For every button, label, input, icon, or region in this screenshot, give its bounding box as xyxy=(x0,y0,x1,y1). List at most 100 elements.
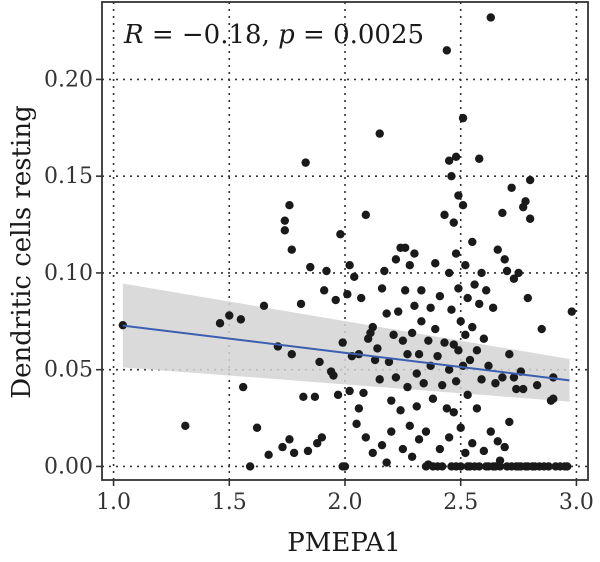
data-point-55 xyxy=(373,344,382,353)
data-point-76 xyxy=(403,382,412,392)
data-point-12 xyxy=(280,226,290,235)
data-point-93 xyxy=(424,336,433,345)
data-point-13 xyxy=(280,216,290,225)
data-point-35 xyxy=(338,338,347,347)
data-point-118 xyxy=(449,218,458,227)
data-point-135 xyxy=(461,260,470,270)
data-point-83 xyxy=(410,301,419,311)
data-point-72 xyxy=(398,336,408,345)
regression-line xyxy=(122,324,570,382)
data-point-113 xyxy=(444,365,454,374)
data-point-202 xyxy=(544,462,553,471)
correlation-annotation: R = −0.18, p = 0.0025 xyxy=(123,20,424,50)
data-point-7 xyxy=(252,423,262,432)
data-point-95 xyxy=(426,303,435,312)
x-tick-label-3: 2.5 xyxy=(443,490,478,515)
data-point-145 xyxy=(470,280,479,289)
data-point-209 xyxy=(562,462,572,471)
data-point-31 xyxy=(329,371,338,380)
data-point-180 xyxy=(509,373,519,382)
p-symbol: p xyxy=(278,20,295,50)
data-point-56 xyxy=(375,129,384,138)
data-point-173 xyxy=(500,255,509,264)
data-point-194 xyxy=(525,175,535,185)
data-point-14 xyxy=(285,200,294,210)
data-point-58 xyxy=(377,284,387,293)
data-point-123 xyxy=(451,377,461,386)
x-tick-label-4: 3.0 xyxy=(559,490,594,515)
p-value: = 0.0025 xyxy=(295,20,424,50)
data-point-59 xyxy=(377,440,387,450)
data-point-29 xyxy=(322,266,331,276)
data-point-15 xyxy=(285,435,294,444)
data-point-3 xyxy=(225,311,234,320)
data-point-71 xyxy=(396,406,405,415)
data-point-115 xyxy=(447,171,456,181)
y-tick-label-2: 0.10 xyxy=(44,261,93,286)
data-point-120 xyxy=(449,408,458,417)
data-point-170 xyxy=(498,373,507,382)
data-point-143 xyxy=(468,322,477,332)
data-point-126 xyxy=(454,284,463,293)
x-tick-label-2: 2.0 xyxy=(328,490,363,515)
data-point-132 xyxy=(458,200,468,210)
data-point-53 xyxy=(368,448,377,458)
data-point-181 xyxy=(509,274,519,283)
data-point-198 xyxy=(532,380,542,390)
data-point-129 xyxy=(456,317,465,326)
data-point-43 xyxy=(352,419,361,429)
data-point-46 xyxy=(357,293,366,303)
data-point-200 xyxy=(537,324,546,334)
data-point-49 xyxy=(361,433,371,442)
data-point-125 xyxy=(454,191,463,200)
data-point-0 xyxy=(118,320,128,330)
data-point-5 xyxy=(238,382,248,392)
data-point-195 xyxy=(525,214,535,223)
y-tick-label-4: 0.20 xyxy=(44,67,93,92)
data-point-88 xyxy=(417,286,426,295)
data-point-26 xyxy=(315,357,324,367)
data-point-191 xyxy=(521,197,530,206)
data-point-99 xyxy=(431,259,440,268)
data-point-20 xyxy=(299,392,308,401)
data-point-74 xyxy=(400,286,410,295)
data-point-139 xyxy=(463,390,472,400)
data-point-109 xyxy=(442,404,452,413)
data-point-54 xyxy=(370,355,380,365)
data-point-136 xyxy=(461,330,470,340)
data-point-52 xyxy=(368,322,377,332)
data-point-164 xyxy=(491,379,500,388)
data-point-127 xyxy=(454,346,463,355)
data-point-168 xyxy=(495,456,505,465)
data-point-89 xyxy=(417,317,426,326)
data-point-107 xyxy=(440,210,449,220)
data-point-32 xyxy=(331,295,340,305)
data-point-169 xyxy=(495,462,505,471)
data-point-154 xyxy=(479,446,489,456)
data-point-22 xyxy=(303,446,313,456)
x-axis-title: PMEPA1 xyxy=(287,528,401,558)
data-point-103 xyxy=(435,444,445,454)
data-point-148 xyxy=(472,404,482,413)
data-point-116 xyxy=(447,305,456,314)
data-point-155 xyxy=(479,334,489,343)
data-point-171 xyxy=(498,208,507,218)
data-point-82 xyxy=(410,249,419,258)
data-point-119 xyxy=(449,340,458,349)
data-point-33 xyxy=(333,390,343,400)
data-point-65 xyxy=(387,396,396,405)
data-point-108 xyxy=(440,338,449,347)
data-point-4 xyxy=(236,315,246,324)
y-axis-title: Dendritic cells resting xyxy=(7,105,37,398)
data-point-61 xyxy=(382,309,391,318)
data-point-77 xyxy=(403,350,412,359)
data-point-11 xyxy=(278,442,287,452)
data-point-150 xyxy=(475,299,484,309)
data-point-177 xyxy=(505,350,514,359)
data-point-34 xyxy=(336,230,345,239)
y-tick-label-0: 0.00 xyxy=(44,454,93,479)
data-point-1 xyxy=(181,421,190,431)
data-point-64 xyxy=(387,427,396,436)
data-point-167 xyxy=(493,245,502,254)
x-tick-label-0: 1.0 xyxy=(96,490,131,515)
